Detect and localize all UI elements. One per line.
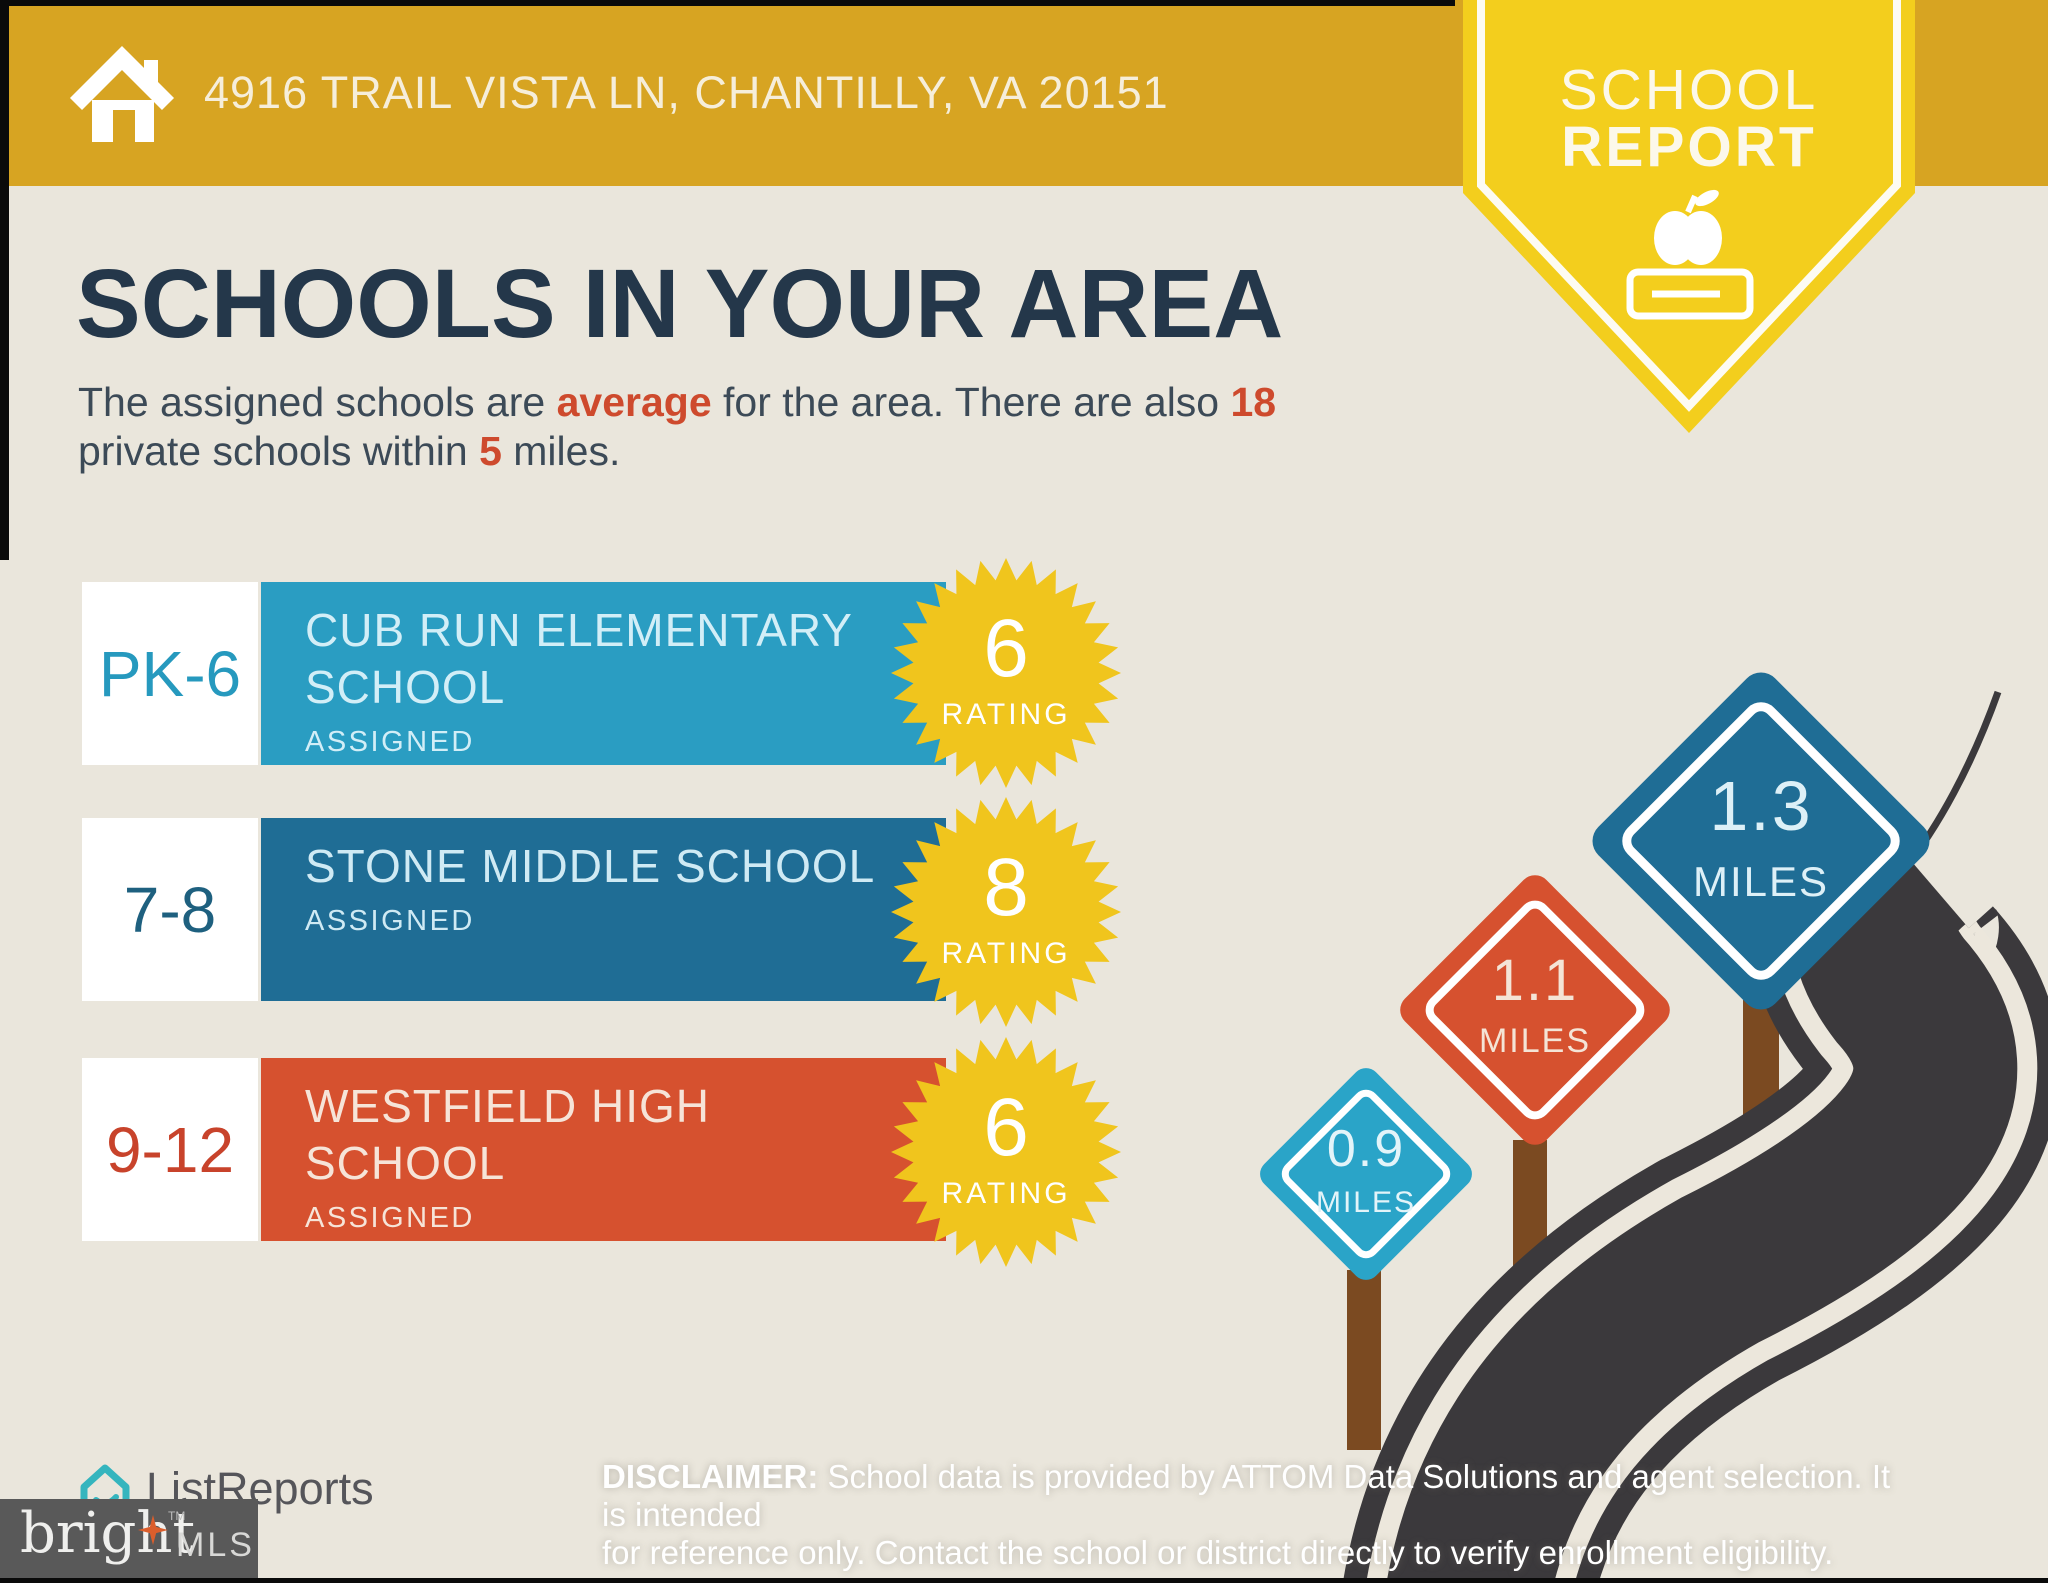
rating-label: RATING [941,698,1071,731]
school-status: ASSIGNED [305,1202,475,1234]
distance-sign-blue [1592,672,1930,1010]
scan-edge-bottom [0,1578,2048,1583]
disclaimer-line-2: for reference only. Contact the school o… [602,1534,1834,1571]
school-name-line1: WESTFIELD HIGH [305,1080,711,1132]
mls-wordmark: MLS [176,1526,255,1564]
rating-value: 8 [983,842,1029,933]
sign-post [1347,1270,1381,1450]
road-center [1386,799,2018,1583]
bright-star-icon [138,1515,168,1545]
school-row-middle: 7-8 STONE MIDDLE SCHOOL ASSIGNED [0,818,1150,1001]
school-row-elementary: PK-6 CUB RUN ELEMENTARY SCHOOL ASSIGNED [0,582,1150,765]
page-title: SCHOOLS IN YOUR AREA [76,249,1284,358]
property-address: 4916 TRAIL VISTA LN, CHANTILLY, VA 20151 [204,67,1169,118]
ribbon-border [1477,0,1901,412]
rating-value: 6 [983,1082,1029,1173]
disclaimer-body: School data is provided by ATTOM Data So… [602,1458,1891,1533]
ribbon-title-line1: SCHOOL [1560,58,1819,122]
bright-wordmark: bright [20,1501,195,1566]
school-report-ribbon: SCHOOL REPORT [1463,0,1915,433]
intro-highlight-count: 18 [1230,379,1277,425]
grade-range-box: 7-8 [82,818,258,1001]
sign-distance-value: 0.9 [1327,1120,1405,1178]
school-row-high: 9-12 WESTFIELD HIGH SCHOOL ASSIGNED [0,1058,1150,1241]
home-icon [69,45,175,142]
school-status: ASSIGNED [305,726,475,758]
bright-mls-logo: bright TM MLS [0,1499,258,1583]
school-name-line1: STONE MIDDLE SCHOOL [305,840,876,892]
grade-range-box: 9-12 [82,1058,258,1241]
distance-sign-teal [1260,1068,1472,1280]
disclaimer-text: DISCLAIMER: School data is provided by A… [602,1458,1922,1572]
sign-distance-value: 1.3 [1709,767,1812,845]
intro-text: The assigned schools are average for the… [78,378,1276,476]
bright-trademark: TM [168,1509,186,1523]
grade-range: PK-6 [98,637,242,710]
rating-value: 6 [983,603,1029,694]
intro-line-2: private schools within 5 miles. [78,427,1276,476]
sign-distance-unit: MILES [1316,1186,1416,1219]
school-bar: WESTFIELD HIGH SCHOOL ASSIGNED [261,1058,946,1241]
scan-edge-left [0,0,9,560]
school-status: ASSIGNED [305,905,475,937]
intro-segment: The assigned schools are [78,379,557,425]
school-name-line1: CUB RUN ELEMENTARY [305,604,853,656]
rating-label: RATING [941,937,1071,970]
intro-highlight-average: average [556,379,712,425]
sign-distance-unit: MILES [1693,858,1829,905]
intro-segment: private schools within [78,428,480,474]
grade-range-box: PK-6 [82,582,258,765]
disclaimer-line-1: DISCLAIMER: School data is provided by A… [602,1458,1922,1534]
scan-edge-top [0,0,1455,6]
intro-highlight-miles: 5 [479,428,502,474]
rating-label: RATING [941,1177,1071,1210]
school-name-line2: SCHOOL [305,1137,506,1189]
intro-segment: for the area. There are also [711,379,1231,425]
sign-distance-value: 1.1 [1492,948,1579,1013]
sign-distance-unit: MILES [1479,1022,1591,1060]
intro-line-1: The assigned schools are average for the… [78,378,1276,427]
intro-segment: miles. [501,428,621,474]
grade-range: 7-8 [123,873,217,946]
school-bar: CUB RUN ELEMENTARY SCHOOL ASSIGNED [261,582,946,765]
distance-sign-red [1400,875,1670,1145]
school-name-line2: SCHOOL [305,661,506,713]
disclaimer-label: DISCLAIMER: [602,1458,819,1495]
apple-on-book-icon [1626,189,1754,320]
ribbon-title-line2: REPORT [1561,115,1817,179]
school-bar: STONE MIDDLE SCHOOL ASSIGNED [261,818,946,1001]
grade-range: 9-12 [105,1113,235,1186]
